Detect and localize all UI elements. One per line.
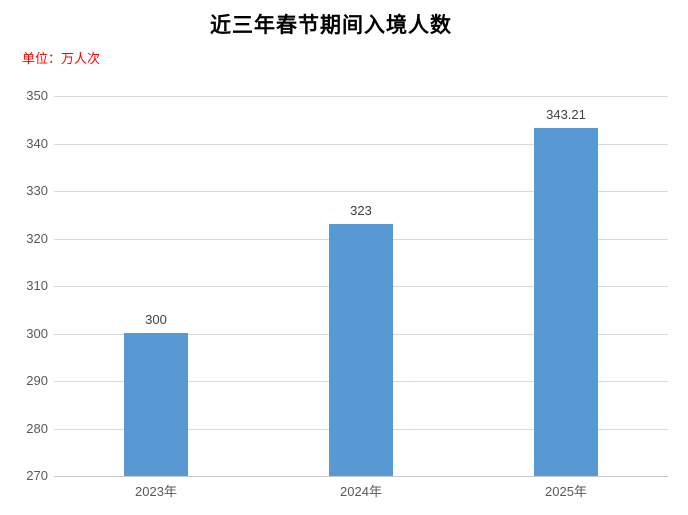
y-tick-label: 320	[26, 231, 48, 246]
x-axis-line	[54, 476, 668, 477]
y-tick-label: 310	[26, 278, 48, 293]
y-tick-label: 270	[26, 468, 48, 483]
bar	[329, 224, 393, 476]
y-tick-label: 350	[26, 88, 48, 103]
bar	[534, 128, 598, 476]
y-tick-label: 300	[26, 326, 48, 341]
y-tick-label: 280	[26, 421, 48, 436]
y-tick-label: 340	[26, 136, 48, 151]
y-tick-label: 290	[26, 373, 48, 388]
chart-title: 近三年春节期间入境人数	[210, 12, 452, 37]
bar-value-label: 300	[145, 312, 167, 327]
x-tick-label: 2023年	[135, 484, 177, 499]
y-tick-label: 330	[26, 183, 48, 198]
unit-label: 单位：万人次	[22, 51, 101, 66]
bar-value-label: 323	[350, 203, 372, 218]
bar	[124, 333, 188, 476]
bar-value-label: 343.21	[546, 107, 586, 122]
x-tick-label: 2025年	[545, 484, 587, 499]
x-tick-label: 2024年	[340, 484, 382, 499]
